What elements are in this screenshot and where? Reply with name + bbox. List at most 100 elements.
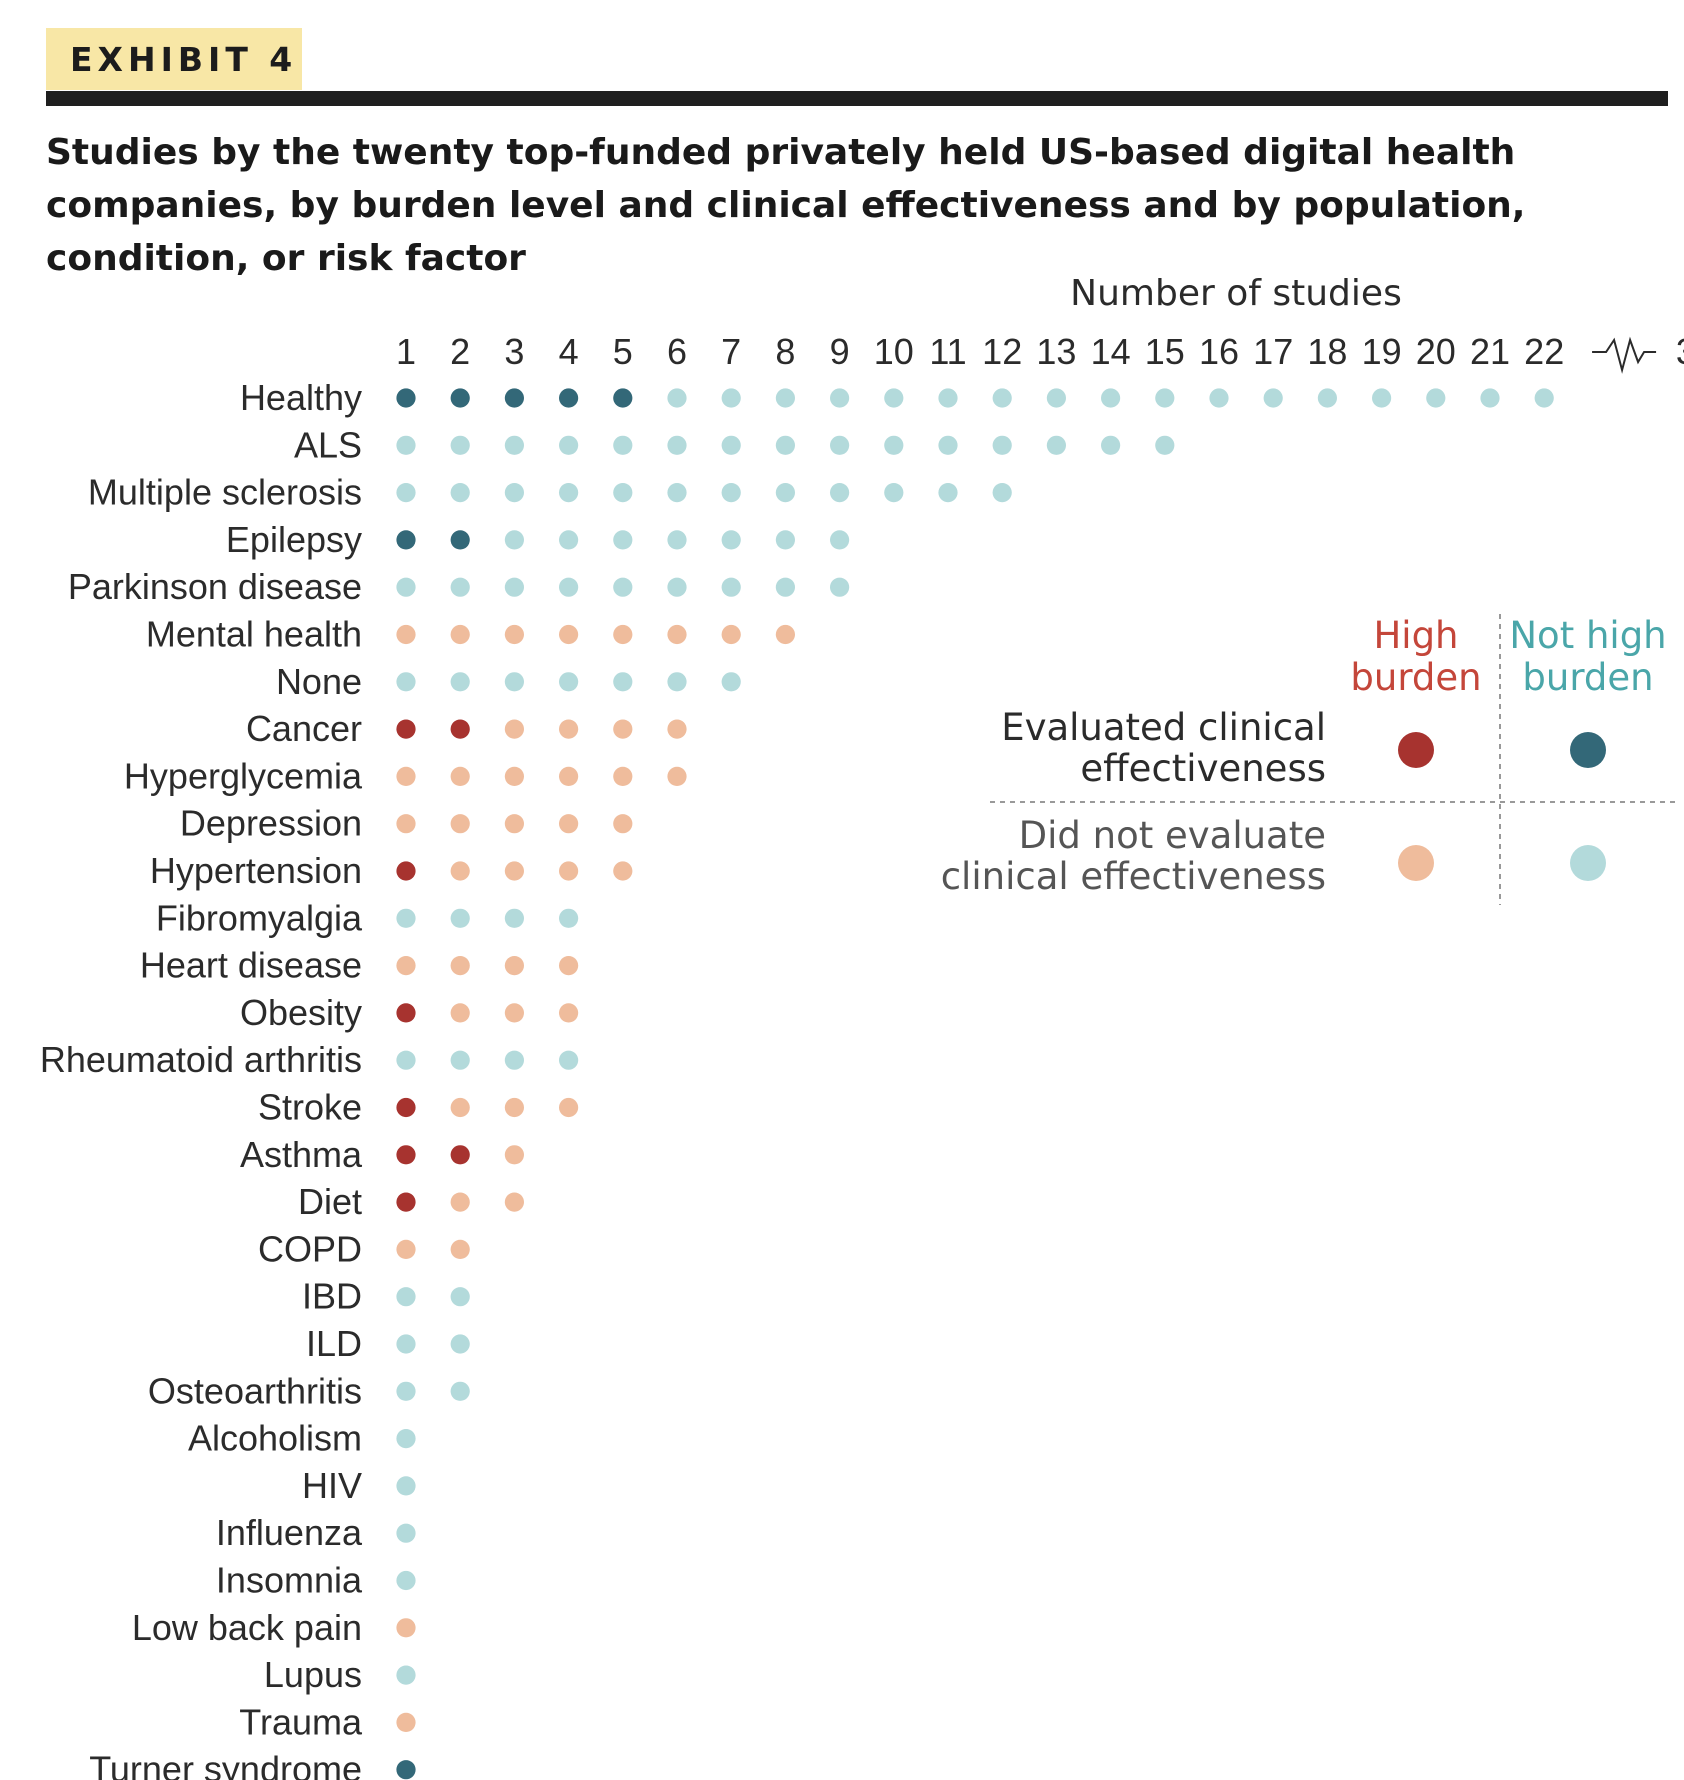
study-dot	[1263, 388, 1283, 408]
study-dot	[938, 388, 958, 408]
study-dot	[504, 1145, 524, 1165]
study-dot	[396, 1381, 416, 1401]
study-dot	[396, 1618, 416, 1638]
category-label: Obesity	[240, 992, 362, 1033]
study-dot	[667, 435, 687, 455]
study-dot	[450, 435, 470, 455]
study-dot	[559, 530, 579, 550]
category-label: Osteoarthritis	[148, 1370, 362, 1411]
study-dot	[396, 1665, 416, 1685]
category-label: Depression	[180, 803, 362, 844]
x-tick-label: 20	[1416, 331, 1456, 372]
study-dot	[884, 483, 904, 503]
category-label: Cancer	[246, 708, 362, 749]
legend-dot-not-high-not-evaluated	[1570, 845, 1606, 881]
study-dot	[396, 624, 416, 645]
category-label: ILD	[306, 1323, 362, 1364]
category-label: Lupus	[264, 1654, 362, 1695]
study-dot	[396, 1570, 416, 1591]
category-label: Rheumatoid arthritis	[40, 1039, 362, 1080]
legend-col-label: Not high	[1509, 614, 1666, 657]
study-dot	[775, 577, 796, 597]
study-dot	[721, 388, 741, 408]
study-dot	[450, 1239, 470, 1259]
study-dot	[396, 814, 416, 834]
legend-row-label: Evaluated clinical	[1001, 706, 1326, 749]
study-dot	[504, 577, 524, 597]
study-dot	[396, 530, 416, 550]
study-dot	[450, 1145, 470, 1165]
x-axis-title: Number of studies	[1070, 273, 1402, 314]
study-dot	[450, 1192, 470, 1212]
study-dot	[450, 908, 470, 928]
study-dot	[721, 530, 741, 550]
study-dot	[830, 577, 850, 597]
study-dot	[613, 672, 633, 692]
study-dot	[559, 719, 579, 739]
study-dot	[504, 388, 524, 408]
x-tick-label: 5	[613, 331, 633, 372]
study-dot	[396, 1334, 416, 1354]
study-dot	[667, 577, 687, 597]
study-dot	[396, 435, 416, 455]
x-tick-label: 11	[929, 331, 966, 372]
study-dot	[559, 1003, 579, 1023]
study-dot	[775, 388, 796, 408]
study-dot	[396, 1429, 416, 1449]
category-label: Insomnia	[216, 1560, 363, 1601]
study-dot	[1101, 435, 1121, 455]
category-label: Heart disease	[140, 945, 362, 986]
study-dot	[504, 1097, 524, 1118]
study-dot	[938, 483, 958, 503]
study-dot	[667, 624, 687, 645]
x-tick-label: 1	[396, 331, 416, 372]
x-tick-label: 34	[1676, 331, 1684, 372]
study-dot	[1209, 388, 1229, 408]
category-label: Mental health	[146, 614, 362, 655]
study-dot	[613, 530, 633, 550]
category-label: Turner syndrome	[89, 1749, 362, 1780]
study-dot	[450, 388, 470, 408]
study-dot	[613, 483, 633, 503]
study-dot	[396, 1050, 416, 1070]
study-dot	[775, 435, 796, 455]
study-dot	[613, 577, 633, 597]
x-tick-label: 3	[504, 331, 524, 372]
legend-col-label: burden	[1350, 656, 1481, 699]
study-dot	[667, 388, 687, 408]
study-dot	[559, 435, 579, 455]
study-dot	[450, 1097, 470, 1118]
study-dot	[613, 719, 633, 739]
study-dot	[450, 577, 470, 597]
study-dot	[667, 483, 687, 503]
category-label: Epilepsy	[226, 519, 362, 560]
x-tick-label: 16	[1199, 331, 1239, 372]
study-dot	[884, 435, 904, 455]
study-dot	[396, 1239, 416, 1259]
study-dot	[504, 530, 524, 550]
legend-col-label: burden	[1522, 656, 1653, 699]
x-tick-label: 8	[775, 331, 795, 372]
study-dot	[504, 1192, 524, 1212]
study-dot	[613, 388, 633, 408]
study-dot	[721, 624, 741, 645]
x-tick-label: 7	[721, 331, 741, 372]
study-dot	[396, 766, 416, 787]
study-dot	[667, 766, 687, 787]
study-dot	[721, 577, 741, 597]
category-label: Hypertension	[150, 850, 362, 891]
category-label: IBD	[302, 1276, 362, 1317]
study-dot	[504, 672, 524, 692]
study-dot	[721, 435, 741, 455]
study-dot	[721, 672, 741, 692]
exhibit-badge: EXHIBIT 4	[46, 28, 302, 90]
study-dot	[396, 908, 416, 928]
axis-break-mark	[1592, 336, 1657, 374]
study-dot	[504, 1003, 524, 1023]
study-dot	[504, 483, 524, 503]
legend-col-label: High	[1373, 614, 1458, 657]
study-dot	[559, 483, 579, 503]
x-tick-label: 6	[667, 331, 687, 372]
study-dot	[559, 861, 579, 881]
study-dot	[450, 1381, 470, 1401]
